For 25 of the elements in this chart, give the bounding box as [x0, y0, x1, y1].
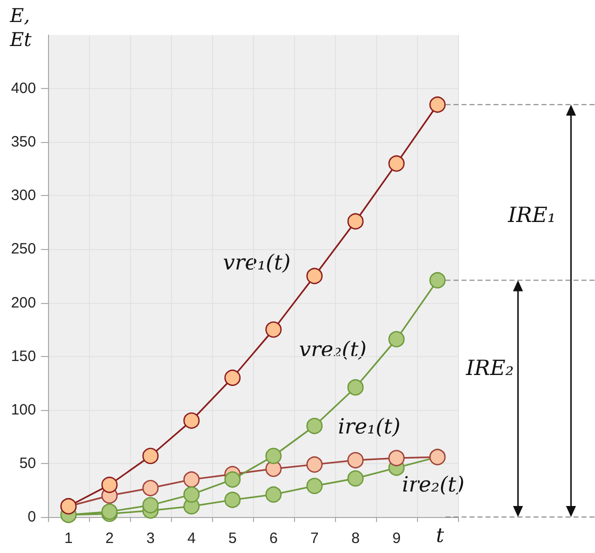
x-tick-label: 1 — [64, 530, 73, 547]
y-tick-label: 300 — [10, 187, 36, 204]
x-tick-label: 3 — [146, 530, 155, 547]
series-label: ire₂(t) — [402, 472, 464, 496]
y-tick-label: 200 — [10, 294, 36, 312]
x-tick-label: 5 — [228, 530, 237, 547]
series-label: ire₁(t) — [338, 414, 400, 438]
text: IRE₁ — [507, 203, 556, 227]
x-tick-label: 2 — [105, 530, 114, 547]
x-tick-label: 7 — [310, 530, 319, 547]
x-tick-label: 9 — [392, 530, 401, 547]
series-label: vre₁(t) — [223, 250, 291, 274]
x-tick-label: 8 — [351, 530, 360, 547]
y-tick-label: 350 — [10, 134, 36, 151]
x-axis-title: t — [436, 523, 445, 547]
y-tick-label: 0 — [28, 508, 36, 526]
y-tick-label: 400 — [10, 80, 36, 98]
x-tick-label: 4 — [187, 530, 196, 547]
y-tick-label: 150 — [10, 348, 36, 365]
y-tick-label: 100 — [10, 401, 36, 418]
x-tick-label: 6 — [269, 530, 278, 547]
y-tick-label: 50 — [19, 454, 36, 472]
text: IRE₂ — [465, 356, 514, 380]
y-tick-label: 250 — [10, 240, 36, 258]
y-axis-title: E, Et — [9, 5, 32, 51]
